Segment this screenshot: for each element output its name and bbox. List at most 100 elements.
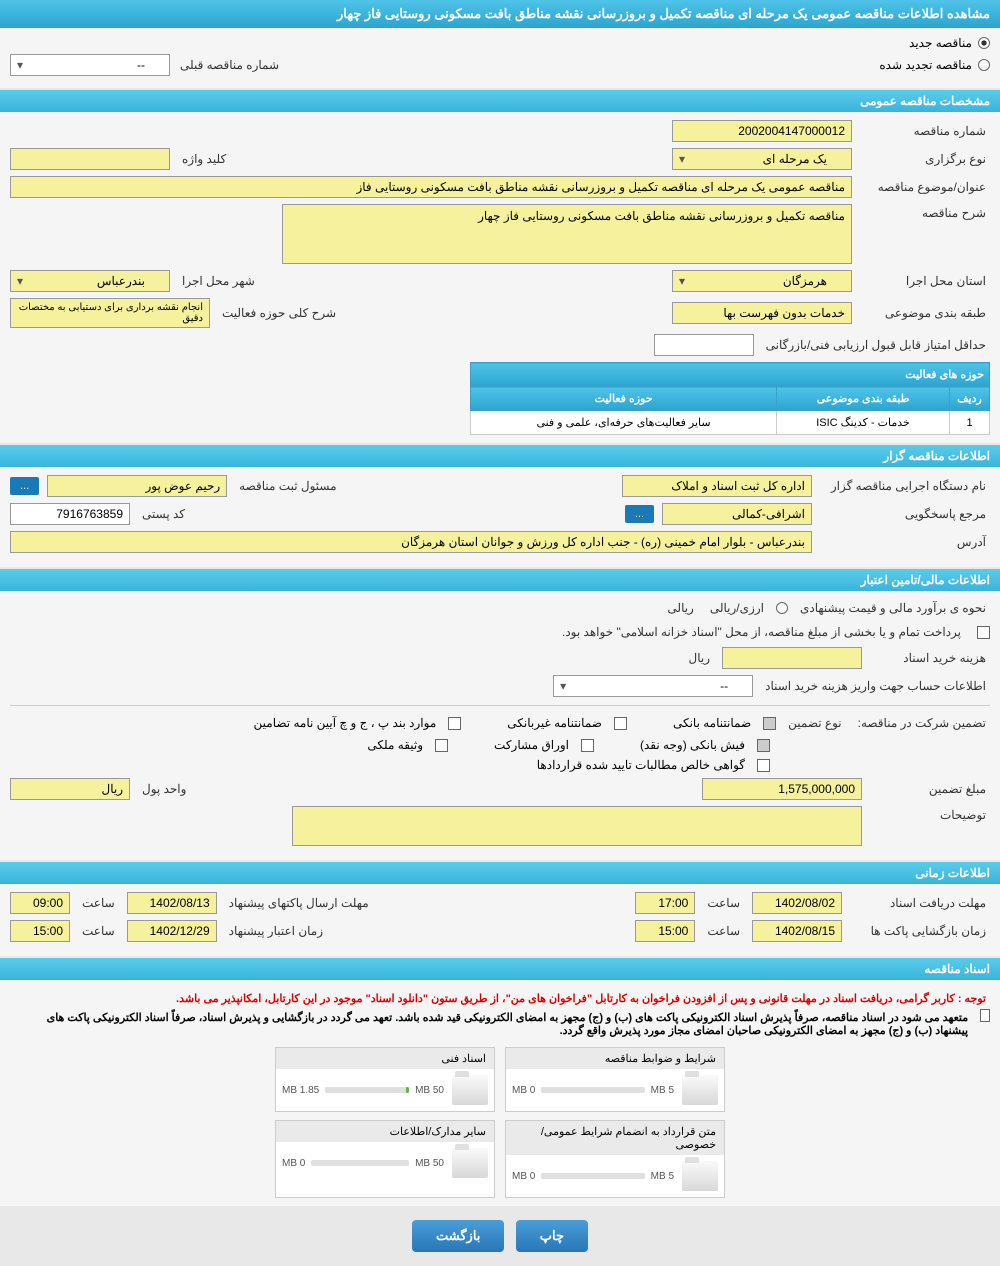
g2-check[interactable] bbox=[614, 717, 627, 730]
g1-check[interactable] bbox=[763, 717, 776, 730]
open-label: زمان بازگشایی پاکت ها bbox=[850, 922, 990, 940]
registrar-field: رحیم عوض پور bbox=[47, 475, 227, 497]
min-score-label: حداقل امتیاز قابل قبول ارزیابی فنی/بازرگ… bbox=[762, 336, 990, 354]
g1-label: ضمانتنامه بانکی bbox=[673, 716, 751, 730]
g7-check[interactable] bbox=[757, 759, 770, 772]
general-content: شماره مناقصه 2002004147000012 نوع برگزار… bbox=[0, 112, 1000, 443]
prev-tender-select[interactable]: -- bbox=[10, 54, 170, 76]
table-title: حوزه های فعالیت bbox=[471, 363, 990, 387]
scope-label: شرح کلی حوزه فعالیت bbox=[218, 304, 340, 322]
docs-warning-2: متعهد می شود در اسناد مناقصه، صرفاً پذیر… bbox=[10, 1009, 972, 1039]
financial-content: نحوه ی برآورد مالی و قیمت پیشنهادی ارزی/… bbox=[0, 591, 1000, 860]
doc-card[interactable]: سایر مدارک/اطلاعات 50 MB0 MB bbox=[275, 1120, 495, 1198]
notes-field[interactable] bbox=[292, 806, 862, 846]
doc-cost-label: هزینه خرید اسناد bbox=[870, 649, 990, 667]
doc-title: اسناد فنی bbox=[276, 1048, 494, 1069]
hour-label-2: ساعت bbox=[78, 894, 119, 912]
g7-label: گواهی خالص مطالبات تایید شده قراردادها bbox=[537, 758, 745, 772]
keyword-field[interactable] bbox=[10, 148, 170, 170]
hour-label-3: ساعت bbox=[703, 922, 744, 940]
category-label: طبقه بندی موضوعی bbox=[860, 304, 990, 322]
doc-card[interactable]: شرایط و ضوابط مناقصه 5 MB 0 MB bbox=[505, 1047, 725, 1112]
g6-check[interactable] bbox=[435, 739, 448, 752]
receive-date: 1402/08/02 bbox=[752, 892, 842, 914]
notes-label: توضیحات bbox=[870, 806, 990, 824]
g3-check[interactable] bbox=[448, 717, 461, 730]
doc-used: 1.85 MB bbox=[282, 1085, 319, 1096]
timing-content: مهلت دریافت اسناد 1402/08/02 ساعت 17:00 … bbox=[0, 884, 1000, 956]
account-label: اطلاعات حساب جهت واریز هزینه خرید اسناد bbox=[761, 677, 990, 695]
radio-renewed-tender[interactable] bbox=[978, 59, 990, 71]
province-label: استان محل اجرا bbox=[860, 272, 990, 290]
submit-time: 09:00 bbox=[10, 892, 70, 914]
folder-icon bbox=[452, 1075, 488, 1105]
section-general: مشخصات مناقصه عمومی bbox=[0, 90, 1000, 112]
activity-table: حوزه های فعالیت ردیف طبقه بندی موضوعی حو… bbox=[470, 362, 990, 435]
doc-card[interactable]: متن قرارداد به انضمام شرایط عمومی/خصوصی … bbox=[505, 1120, 725, 1198]
page-title: مشاهده اطلاعات مناقصه عمومی یک مرحله ای … bbox=[0, 0, 1000, 28]
cell-n: 1 bbox=[950, 411, 990, 435]
postal-field: 7916763859 bbox=[10, 503, 130, 525]
hour-label-1: ساعت bbox=[703, 894, 744, 912]
city-select[interactable]: بندرعباس bbox=[10, 270, 170, 292]
registrar-more-button[interactable]: ... bbox=[10, 477, 39, 495]
section-agency: اطلاعات مناقصه گزار bbox=[0, 445, 1000, 467]
doc-title: شرایط و ضوابط مناقصه bbox=[506, 1048, 724, 1069]
g4-check[interactable] bbox=[757, 739, 770, 752]
g5-check[interactable] bbox=[581, 739, 594, 752]
desc-label: شرح مناقصه bbox=[860, 204, 990, 222]
address-label: آدرس bbox=[820, 533, 990, 551]
docs-warning-1: توجه : کاربر گرامی، دریافت اسناد در مهلت… bbox=[10, 988, 990, 1009]
g2-label: ضمانتنامه غیربانکی bbox=[507, 716, 602, 730]
doc-used: 0 MB bbox=[512, 1085, 535, 1096]
validity-time: 15:00 bbox=[10, 920, 70, 942]
category-field: خدمات بدون فهرست بها bbox=[672, 302, 852, 324]
g5-label: اوراق مشارکت bbox=[494, 738, 569, 752]
desc-field[interactable]: مناقصه تکمیل و بروزرسانی نقشه مناطق بافت… bbox=[282, 204, 852, 264]
type-label: نوع برگزاری bbox=[860, 150, 990, 168]
doc-title: سایر مدارک/اطلاعات bbox=[276, 1121, 494, 1142]
submit-date: 1402/08/13 bbox=[127, 892, 217, 914]
estimate-label: نحوه ی برآورد مالی و قیمت پیشنهادی bbox=[796, 599, 990, 617]
guarantee-label: تضمین شرکت در مناقصه: bbox=[854, 714, 990, 732]
type-select[interactable]: یک مرحله ای bbox=[672, 148, 852, 170]
docs-grid: شرایط و ضوابط مناقصه 5 MB 0 MB اسناد فنی … bbox=[10, 1047, 990, 1112]
min-score-field[interactable] bbox=[654, 334, 754, 356]
section-timing: اطلاعات زمانی bbox=[0, 862, 1000, 884]
receive-time: 17:00 bbox=[635, 892, 695, 914]
currency-radio[interactable] bbox=[776, 602, 788, 614]
doc-card[interactable]: اسناد فنی 50 MB1.85 MB bbox=[275, 1047, 495, 1112]
validity-label: زمان اعتبار پیشنهاد bbox=[225, 922, 327, 940]
prev-tender-label: شماره مناقصه قبلی bbox=[176, 56, 283, 74]
hour-label-4: ساعت bbox=[78, 922, 119, 940]
postal-label: کد پستی bbox=[138, 505, 189, 523]
subject-field: مناقصه عمومی یک مرحله ای مناقصه تکمیل و … bbox=[10, 176, 852, 198]
doc-used: 0 MB bbox=[512, 1171, 535, 1182]
section-financial: اطلاعات مالی/تامین اعتبار bbox=[0, 569, 1000, 591]
unit-label: واحد پول bbox=[138, 780, 190, 798]
treasury-checkbox[interactable] bbox=[977, 626, 990, 639]
radio-new-tender[interactable] bbox=[978, 37, 990, 49]
g6-label: وثیقه ملکی bbox=[367, 738, 423, 752]
table-row: 1 خدمات - کدینگ ISIC سایر فعالیت‌های حرف… bbox=[471, 411, 990, 435]
city-label: شهر محل اجرا bbox=[178, 272, 259, 290]
doc-max: 50 MB bbox=[415, 1158, 444, 1169]
treasury-note: پرداخت تمام و یا بخشی از مبلغ مناقصه، از… bbox=[558, 623, 965, 641]
guarantee-type-label: نوع تضمین bbox=[784, 714, 845, 732]
cell-scope: سایر فعالیت‌های حرفه‌ای، علمی و فنی bbox=[471, 411, 777, 435]
amount-label: مبلغ تضمین bbox=[870, 780, 990, 798]
address-field: بندرعباس - بلوار امام خمینی (ره) - جنب ا… bbox=[10, 531, 812, 553]
registrar-label: مسئول ثبت مناقصه bbox=[235, 477, 340, 495]
province-select[interactable]: هرمزگان bbox=[672, 270, 852, 292]
commit-checkbox[interactable] bbox=[980, 1009, 990, 1022]
doc-cost-field[interactable] bbox=[722, 647, 862, 669]
contact-more-button[interactable]: ... bbox=[625, 505, 654, 523]
docs-grid-2: متن قرارداد به انضمام شرایط عمومی/خصوصی … bbox=[10, 1120, 990, 1198]
account-select[interactable]: -- bbox=[553, 675, 753, 697]
contact-field: اشرافی-کمالی bbox=[662, 503, 812, 525]
doc-max: 5 MB bbox=[651, 1085, 674, 1096]
receive-label: مهلت دریافت اسناد bbox=[850, 894, 990, 912]
agency-name-label: نام دستگاه اجرایی مناقصه گزار bbox=[820, 477, 990, 495]
folder-icon bbox=[452, 1148, 488, 1178]
agency-name-field: اداره کل ثبت اسناد و املاک bbox=[622, 475, 812, 497]
